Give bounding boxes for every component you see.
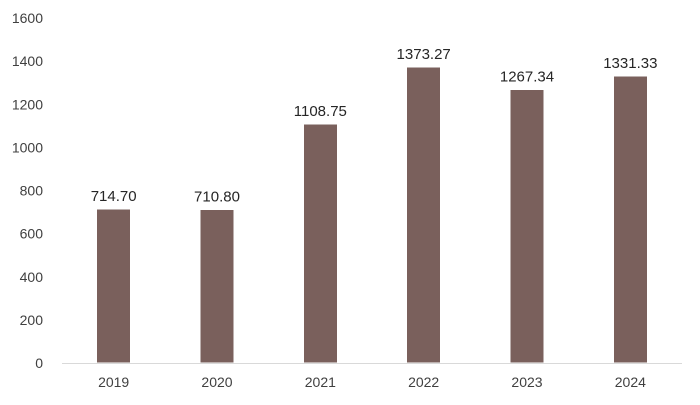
- data-labels-group: 714.70 710.80 1108.75 1373.27 1267.34 1331.33: [91, 46, 658, 206]
- bar-2022: [406, 66, 442, 364]
- data-label-2023: 1267.34: [500, 69, 554, 86]
- data-label-2021: 1108.75: [294, 103, 347, 120]
- y-tick-label: 1600: [12, 10, 43, 26]
- y-tick-label: 1200: [12, 96, 43, 112]
- x-tick-label-2024: 2024: [615, 374, 646, 390]
- y-tick-label: 600: [20, 226, 44, 242]
- y-tick-label: 400: [20, 269, 44, 285]
- data-label-2022: 1373.27: [397, 46, 451, 63]
- bar-2020: [199, 209, 235, 364]
- bar-2019: [96, 208, 132, 364]
- y-axis: 0 200 400 600 800 1000 1200 1400 1600: [12, 10, 43, 371]
- x-tick-label-2022: 2022: [408, 374, 439, 390]
- x-tick-label-2020: 2020: [201, 374, 232, 390]
- y-tick-label: 1400: [12, 53, 43, 69]
- data-label-2020: 710.80: [194, 189, 240, 206]
- y-tick-label: 1000: [12, 139, 43, 155]
- bar-2024: [612, 75, 648, 364]
- bars-group: [96, 66, 648, 364]
- y-tick-label: 800: [20, 183, 44, 199]
- data-label-2019: 714.70: [91, 188, 137, 205]
- bar-2023: [509, 89, 545, 364]
- x-axis: 2019 2020 2021 2022 2023 2024: [62, 363, 682, 390]
- y-tick-label: 0: [35, 355, 43, 371]
- x-tick-label-2019: 2019: [98, 374, 129, 390]
- bar-2021: [302, 123, 338, 364]
- y-tick-label: 200: [20, 312, 44, 328]
- x-tick-label-2023: 2023: [511, 374, 542, 390]
- data-label-2024: 1331.33: [603, 55, 657, 72]
- x-tick-label-2021: 2021: [305, 374, 336, 390]
